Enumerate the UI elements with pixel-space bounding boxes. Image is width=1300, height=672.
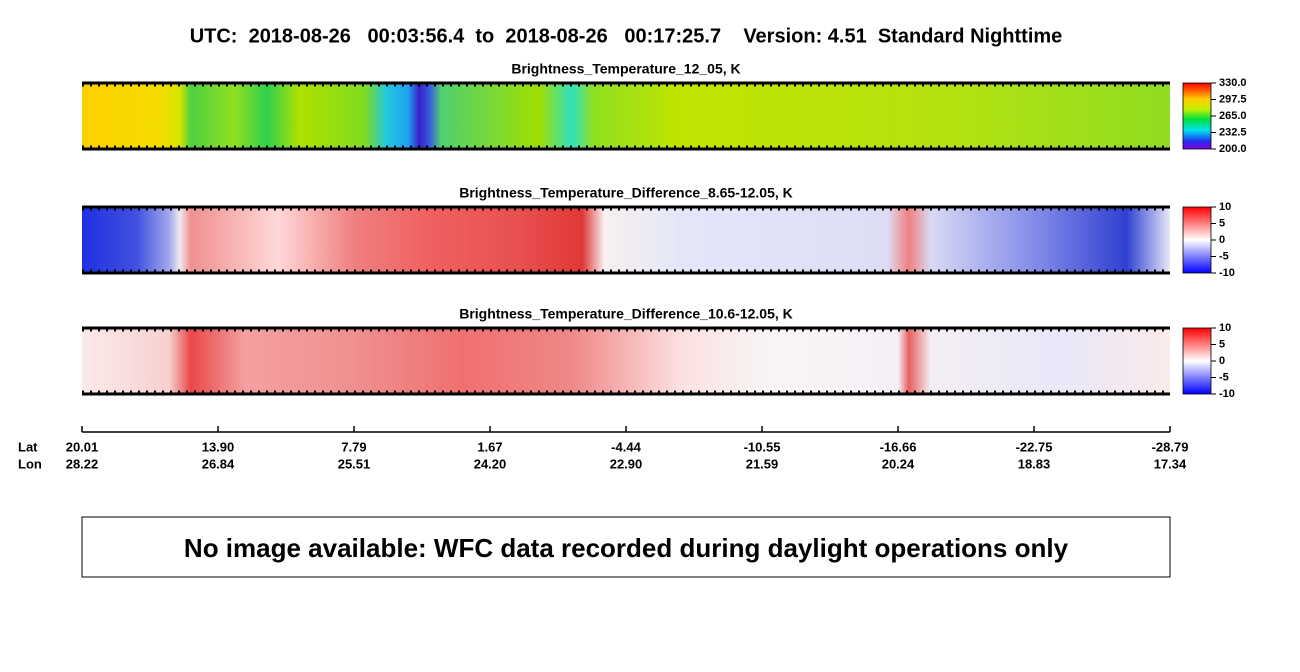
colorbar-tick-label: 10 [1219,322,1231,334]
colorbar-tick-label: -10 [1219,388,1235,400]
lon-tick-label: 24.20 [474,456,507,471]
lat-tick-label: -16.66 [880,439,917,454]
lat-tick-label: 13.90 [202,439,235,454]
lat-tick-label: -28.79 [1152,439,1189,454]
colorbar-tick-label: -5 [1219,250,1229,262]
colorbar-tick-label: -5 [1219,371,1229,383]
lon-tick-label: 18.83 [1018,456,1051,471]
lon-tick-label: 28.22 [66,456,99,471]
lat-tick-label: 7.79 [341,439,366,454]
lat-tick-label: -4.44 [611,439,641,454]
title: UTC: 2018-08-26 00:03:56.4 to 2018-08-26… [190,25,1063,47]
lat-tick-label: -22.75 [1016,439,1053,454]
colorbar [1182,82,1212,150]
lat-label: Lat [18,439,38,454]
colorbar-tick-label: 5 [1219,338,1225,350]
colorbar-tick-label: 330.0 [1219,77,1247,89]
colorbar-tick-label: 10 [1219,201,1231,213]
lon-tick-label: 21.59 [746,456,779,471]
lon-tick-label: 25.51 [338,456,371,471]
lon-label: Lon [18,456,42,471]
panel-title: Brightness_Temperature_Difference_10.6-1… [459,306,793,322]
lon-tick-label: 17.34 [1154,456,1187,471]
colorbar-tick-label: 265.0 [1219,110,1247,122]
lat-tick-label: 20.01 [66,439,99,454]
colorbar-tick-label: 0 [1219,234,1225,246]
message: No image available: WFC data recorded du… [184,533,1069,563]
colorbar-tick-label: 232.5 [1219,126,1247,138]
strip-image [82,83,1170,149]
lon-tick-label: 22.90 [610,456,643,471]
colorbar [1182,327,1212,395]
lat-tick-label: 1.67 [477,439,502,454]
lat-tick-label: -10.55 [744,439,781,454]
colorbar-tick-label: -10 [1219,267,1235,279]
x-axis: Lat Lon [18,431,1170,471]
panel-title: Brightness_Temperature_12_05, K [511,61,740,77]
lon-tick-label: 26.84 [202,456,235,471]
colorbar-tick-label: 200.0 [1219,143,1247,155]
colorbar [1182,206,1212,274]
colorbar-tick-label: 5 [1219,217,1225,229]
colorbar-tick-label: 0 [1219,355,1225,367]
strip-image [82,328,1170,394]
strip-image [82,207,1170,273]
message-box [81,516,1171,578]
lon-tick-label: 20.24 [882,456,915,471]
colorbar-tick-label: 297.5 [1219,93,1247,105]
panel-title: Brightness_Temperature_Difference_8.65-1… [459,185,793,201]
